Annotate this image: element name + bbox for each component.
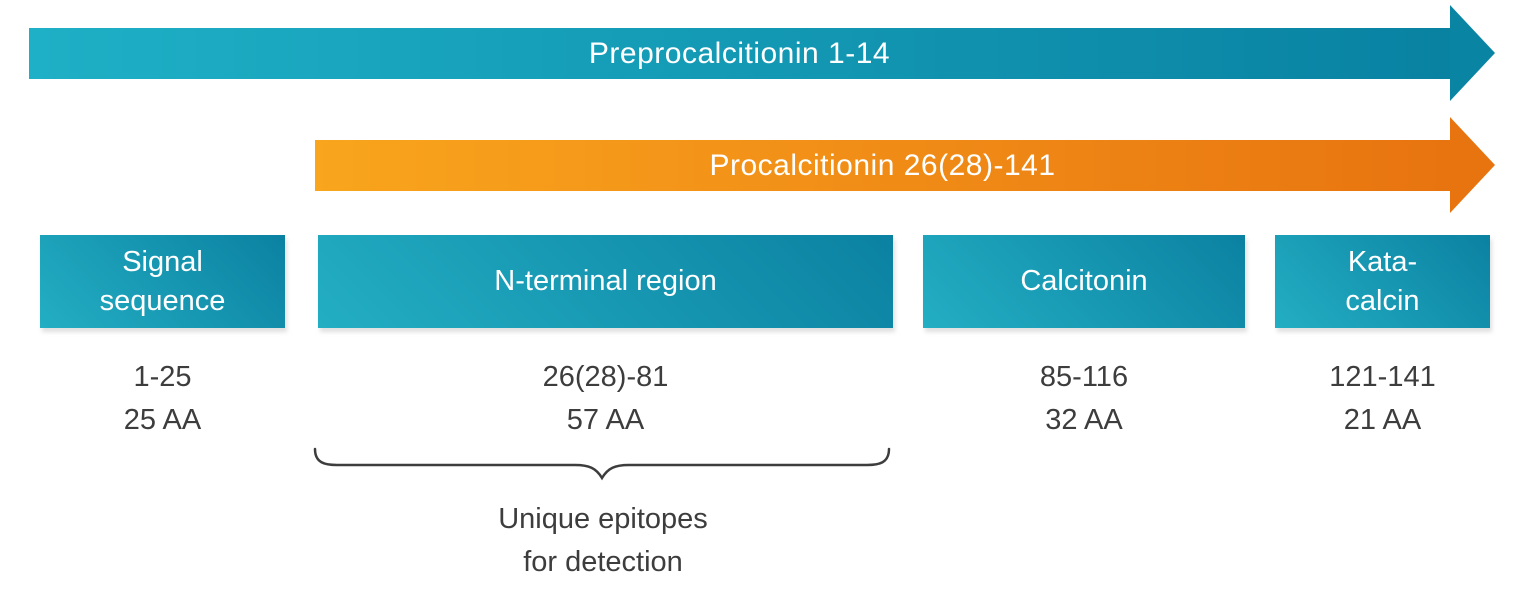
- range-block-calcitonin: 85-116 32 AA: [923, 356, 1245, 442]
- preprocalcitonin-arrowhead-icon: [1450, 5, 1495, 101]
- brace-icon: [313, 447, 891, 481]
- procalcitonin-arrowhead-icon: [1450, 117, 1495, 213]
- segment-label: N-terminal region: [494, 265, 717, 297]
- range-value: 85-116: [1039, 361, 1129, 393]
- segment-box-katacalcin: Kata- calcin: [1275, 235, 1490, 328]
- segment-box-n-terminal-region: N-terminal region: [318, 235, 893, 328]
- length-value: 21 AA: [1343, 404, 1422, 436]
- segment-label: Kata- calcin: [1345, 245, 1420, 317]
- range-value: 121-141: [1329, 361, 1436, 393]
- range-value: 1-25: [133, 361, 192, 393]
- range-block-signal-sequence: 1-25 25 AA: [40, 356, 285, 442]
- procalcitonin-arrow-body: Procalcitionin 26(28)-141: [315, 140, 1450, 191]
- preprocalcitonin-arrow-label: Preprocalcitionin 1-14: [588, 36, 891, 70]
- preprocalcitonin-arrow-body: Preprocalcitionin 1-14: [29, 28, 1450, 79]
- segment-label: Signal sequence: [99, 245, 226, 317]
- range-block-n-terminal-region: 26(28)-81 57 AA: [318, 356, 893, 442]
- length-value: 25 AA: [123, 404, 202, 436]
- length-value: 32 AA: [1045, 404, 1123, 436]
- procalcitonin-arrow-label: Procalcitionin 26(28)-141: [709, 148, 1056, 182]
- range-value: 26(28)-81: [542, 361, 669, 393]
- range-block-katacalcin: 121-141 21 AA: [1275, 356, 1490, 442]
- segment-box-signal-sequence: Signal sequence: [40, 235, 285, 328]
- length-value: 57 AA: [566, 404, 645, 436]
- segment-label: Calcitonin: [1020, 265, 1148, 297]
- unique-epitopes-annotation: Unique epitopes for detection: [498, 503, 708, 578]
- segment-box-calcitonin: Calcitonin: [923, 235, 1245, 328]
